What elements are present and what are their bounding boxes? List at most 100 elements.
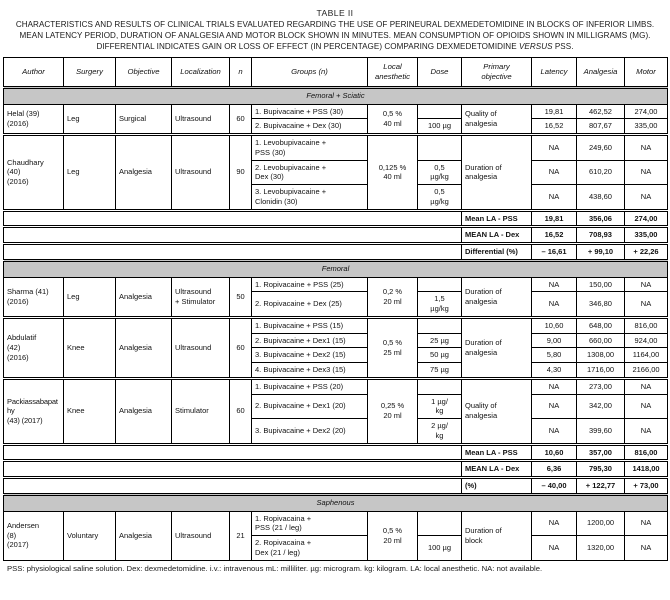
table-cell: Ultrasound: [171, 510, 230, 561]
table-cell: [417, 510, 462, 537]
table-cell: 9,00: [531, 332, 577, 349]
table-cell: 2. Bupivacaine + Dex1 (15): [251, 332, 368, 349]
table-cell: 0,125 % 40 ml: [367, 133, 418, 211]
table-cell: Surgery: [63, 56, 116, 88]
table-cell: [417, 103, 462, 120]
table-cell: Motor: [624, 56, 668, 88]
table-cell: 1. Bupivacaine + PSS (15): [251, 315, 368, 334]
table-cell: 10,60: [531, 442, 577, 462]
table-cell: Femoral + Sciatic: [3, 85, 668, 105]
table-cell: 1308,00: [576, 347, 625, 364]
table-cell: 19,81: [531, 103, 577, 120]
table-cell: 816,00: [624, 315, 668, 334]
table-cell: Ultrasound: [171, 315, 230, 379]
table-footnote: PSS: physiological saline solution. Dex:…: [7, 563, 543, 573]
table-cell: 2. Bupivacaine + Dex1 (20): [251, 393, 368, 420]
summary-row-mean-pss-2: Mean LA - PSS 10,60 357,00 816,00: [3, 442, 668, 462]
caption-end: PSS.: [552, 41, 574, 51]
table-cell: NA: [531, 159, 577, 186]
table-cell: Duration of analgesia: [461, 315, 532, 379]
table-cell: Quality of analgesia: [461, 103, 532, 136]
table-cell: Author: [3, 56, 64, 88]
table-cell: 2. Ropivacaina + Dex (21 / leg): [251, 535, 368, 561]
table-cell: Localization: [171, 56, 230, 88]
table-cell: 708,93: [576, 225, 625, 245]
section-row-femoral-sciatic: Femoral + Sciatic: [3, 85, 668, 105]
table-cell: 335,00: [624, 118, 668, 136]
table-cell: Analgesia: [115, 133, 172, 211]
table-cell: Analgesia: [115, 376, 172, 445]
table-cell: 16,52: [531, 225, 577, 245]
table-cell: Groups (n): [251, 56, 368, 88]
table-cell: [3, 476, 462, 495]
table-cell: Leg: [63, 133, 116, 211]
table-cell: Voluntary: [63, 510, 116, 561]
table-cell: 1. Ropivacaine + PSS (25): [251, 276, 368, 293]
table-cell: NA: [531, 535, 577, 561]
study-row-chaudhary-1: Chaudhary (40) (2016) Leg Analgesia Ultraso…: [3, 133, 668, 211]
table-cell: Mean LA - PSS: [461, 442, 532, 462]
table-cell: 0,5 % 40 ml: [367, 103, 418, 136]
table-cell: 399,60: [576, 418, 625, 445]
table-cell: 2 µg/ kg: [417, 418, 462, 445]
table-cell: 60: [229, 315, 252, 379]
table-cell: MEAN LA - Dex: [461, 459, 532, 479]
summary-row-mean-pss-1: Mean LA - PSS 19,81 356,06 274,00: [3, 208, 668, 228]
table-cell: 0,5 µg/kg: [417, 159, 462, 186]
table-cell: + 122,77: [576, 476, 625, 495]
table-cell: 50: [229, 276, 252, 318]
table-cell: 60: [229, 376, 252, 445]
table-cell: 100 µg: [417, 535, 462, 561]
table-cell: MEAN LA - Dex: [461, 225, 532, 245]
table-cell: [417, 133, 462, 161]
table-cell: 1 µg/ kg: [417, 393, 462, 420]
table-cell: 3. Levobupivacaine + Clonidin (30): [251, 184, 368, 211]
table-cell: [417, 376, 462, 395]
table-cell: 0,5 µg/kg: [417, 184, 462, 211]
table-cell: Knee: [63, 315, 116, 379]
table-cell: NA: [624, 535, 668, 561]
table-cell: [417, 315, 462, 334]
table-cell: 660,00: [576, 332, 625, 349]
author-cell: Sharma (41) (2016): [3, 276, 64, 318]
caption-text: CHARACTERISTICS AND RESULTS OF CLINICAL …: [15, 20, 655, 51]
table-cell: 19,81: [531, 208, 577, 228]
table-cell: n: [229, 56, 252, 88]
table-cell: 1. Bupivacaine + PSS (20): [251, 376, 368, 395]
author-cell: Abdulatif (42) (2016): [3, 315, 64, 379]
table-cell: 50 µg: [417, 347, 462, 364]
table-cell: + 22,26: [624, 242, 668, 261]
table-cell: 274,00: [624, 103, 668, 120]
table-cell: 924,00: [624, 332, 668, 349]
table-cell: [417, 276, 462, 293]
table-cell: 438,60: [576, 184, 625, 211]
summary-row-mean-dex-1: MEAN LA - Dex 16,52 708,93 335,00: [3, 225, 668, 245]
table-cell: Analgesia: [115, 315, 172, 379]
table-cell: NA: [531, 276, 577, 293]
table-cell: 1716,00: [576, 362, 625, 379]
table-cell: [3, 242, 462, 261]
table-cell: Latency: [531, 56, 577, 88]
table-label: TABLE II: [316, 8, 354, 18]
study-row-abdulatif-1: Abdulatif (42) (2016) Knee Analgesia Ultras…: [3, 315, 668, 379]
caption-versus: VERSUS: [518, 41, 553, 51]
table-cell: Mean LA - PSS: [461, 208, 532, 228]
table-cell: Local anesthetic: [367, 56, 418, 88]
table-cell: NA: [624, 393, 668, 420]
table-cell: 249,60: [576, 133, 625, 161]
summary-row-mean-dex-2: MEAN LA - Dex 6,36 795,30 1418,00: [3, 459, 668, 479]
table-cell: [3, 208, 462, 228]
table-cell: 1200,00: [576, 510, 625, 537]
table-cell: [3, 225, 462, 245]
table-cell: NA: [624, 376, 668, 395]
table-cell: 2. Levobupivacaine + Dex (30): [251, 159, 368, 186]
table-cell: 342,00: [576, 393, 625, 420]
table-cell: NA: [531, 291, 577, 318]
table-cell: 100 µg: [417, 118, 462, 136]
table-cell: NA: [624, 291, 668, 318]
table-cell: 356,06: [576, 208, 625, 228]
study-row-chaudhary-3: 3. Levobupivacaine + Clonidin (30) 0,5 µg…: [4, 184, 668, 211]
table-cell: NA: [531, 510, 577, 537]
table-cell: Surgical: [115, 103, 172, 136]
table-cell: + 73,00: [624, 476, 668, 495]
